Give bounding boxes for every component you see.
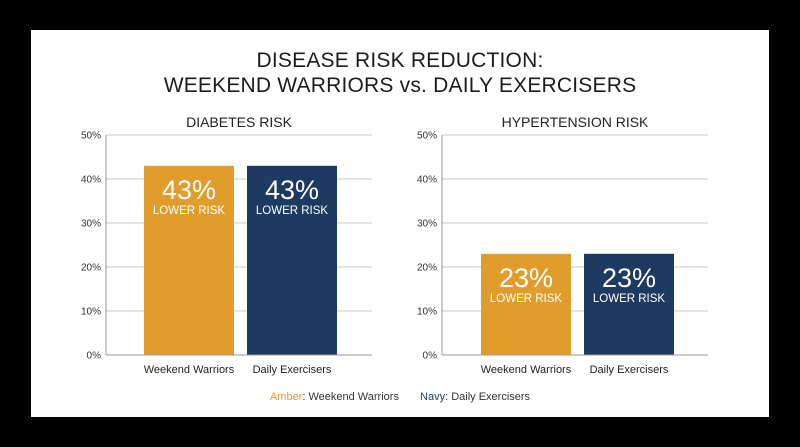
legend-item-daily-exercisers: Navy: Daily Exercisers: [420, 391, 530, 403]
legend-key-amber: Amber: [269, 391, 303, 403]
hypertension-risk-y-tick-label: 10%: [417, 307, 437, 318]
hypertension-risk-bar-2: [584, 253, 674, 355]
legend-key-navy: Navy: [420, 391, 446, 403]
chart-card: DISEASE RISK REDUCTION: WEEKEND WARRIORS…: [31, 30, 769, 417]
diabetes-risk-panel-title: DIABETES RISK: [186, 114, 292, 130]
hypertension-risk-category-label: Weekend Warriors: [481, 364, 572, 376]
hypertension-risk-panel-title: HYPERTENSION RISK: [502, 114, 649, 130]
chart-legend: Amber: Weekend Warriors Navy: Daily Exer…: [31, 391, 769, 403]
hypertension-risk-bar-sub-label: LOWER RISK: [593, 293, 666, 305]
diabetes-risk-bar-sub-label: LOWER RISK: [153, 205, 226, 217]
hypertension-risk-bar-value-label: 23%: [499, 263, 553, 293]
legend-label-daily-exercisers: : Daily Exercisers: [445, 391, 531, 403]
diabetes-risk-y-tick-label: 20%: [81, 263, 101, 274]
diabetes-risk-y-tick-label: 10%: [81, 307, 101, 318]
chart-title: DISEASE RISK REDUCTION: WEEKEND WARRIORS…: [31, 48, 769, 98]
diabetes-risk-y-tick-label: 0%: [87, 351, 102, 362]
hypertension-risk-y-tick-label: 40%: [417, 175, 437, 186]
diabetes-risk-y-tick-label: 30%: [81, 219, 101, 230]
diabetes-risk-y-tick-label: 50%: [81, 131, 101, 142]
diabetes-risk-bar-value-label: 43%: [162, 175, 216, 205]
hypertension-risk-y-tick-label: 0%: [423, 351, 438, 362]
hypertension-risk-y-tick-label: 20%: [417, 263, 437, 274]
legend-label-weekend-warriors: : Weekend Warriors: [302, 391, 399, 403]
chart-title-line-2: WEEKEND WARRIORS vs. DAILY EXERCISERS: [163, 74, 637, 97]
legend-item-weekend-warriors: Amber: Weekend Warriors: [270, 391, 399, 403]
hypertension-risk-bar-sub-label: LOWER RISK: [490, 293, 563, 305]
hypertension-risk-bar-value-label: 23%: [602, 263, 656, 293]
diabetes-risk-bar-2: [247, 165, 337, 355]
chart-title-line-1: DISEASE RISK REDUCTION:: [256, 49, 544, 72]
hypertension-risk-bar-1: [481, 253, 571, 355]
hypertension-risk-y-tick-label: 50%: [417, 131, 437, 142]
diabetes-risk-bar-value-label: 43%: [265, 175, 319, 205]
diabetes-risk-bar-sub-label: LOWER RISK: [256, 205, 329, 217]
diabetes-risk-category-label: Daily Exercisers: [253, 364, 332, 376]
hypertension-risk-category-label: Daily Exercisers: [590, 364, 669, 376]
hypertension-risk-y-tick-label: 30%: [417, 219, 437, 230]
diabetes-risk-category-label: Weekend Warriors: [144, 364, 235, 376]
diabetes-risk-y-tick-label: 40%: [81, 175, 101, 186]
diabetes-risk-bar-1: [144, 165, 234, 355]
